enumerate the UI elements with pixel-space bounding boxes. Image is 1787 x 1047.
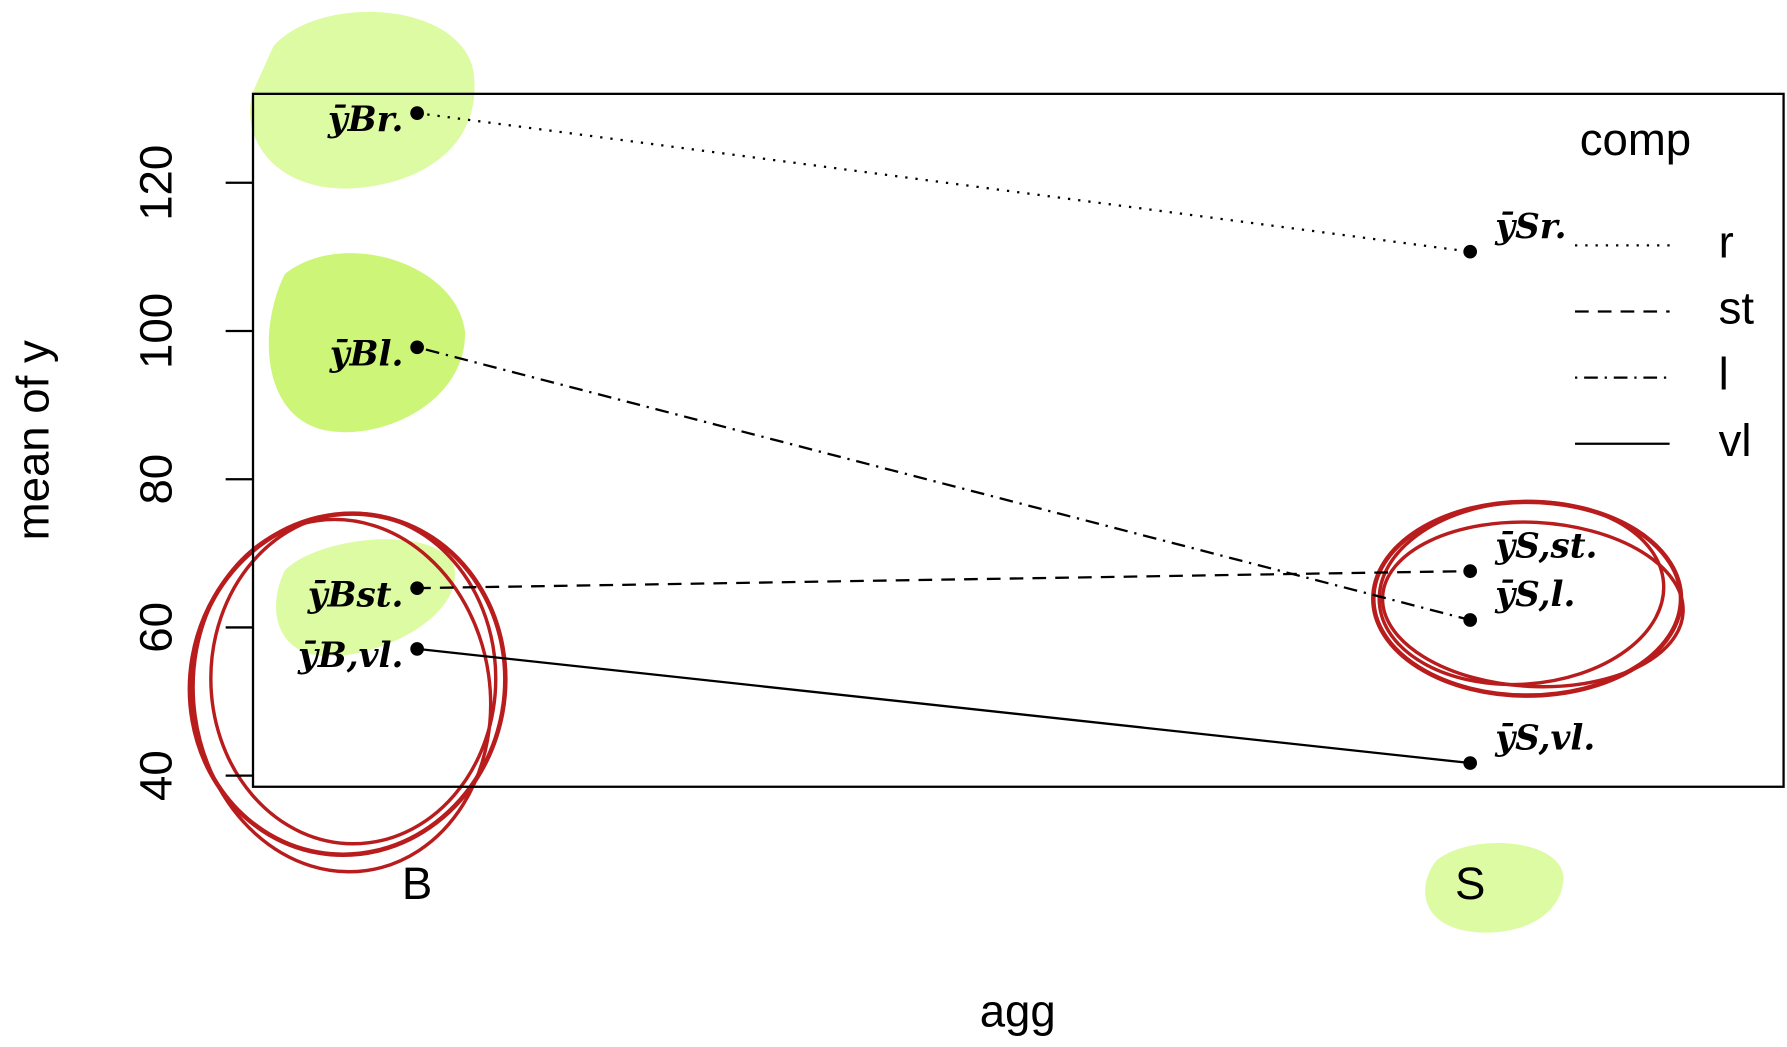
data-point: [410, 106, 424, 120]
y-tick-label: 60: [131, 602, 182, 653]
data-point: [1463, 756, 1478, 770]
series-line: [416, 111, 1471, 253]
series-line: [416, 647, 1471, 765]
point-annotation: ȳBst.: [307, 575, 404, 615]
data-point: [1463, 244, 1478, 259]
data-point: [410, 340, 424, 355]
x-tick-label: S: [1455, 858, 1485, 909]
point-annotation: ȳS,st.: [1494, 526, 1597, 566]
highlights: [187, 11, 1685, 933]
y-tick-label: 40: [131, 750, 182, 801]
y-tick-label: 100: [131, 293, 182, 369]
x-tick-label: B: [402, 858, 432, 909]
point-annotation: ȳS,l.: [1494, 575, 1575, 615]
data-point: [1463, 564, 1478, 578]
legend-title: comp: [1580, 114, 1691, 165]
series-line: [417, 569, 1471, 590]
y-tick-label: 120: [131, 145, 182, 221]
data-point: [410, 642, 424, 656]
legend-label: vl: [1719, 415, 1752, 466]
series-line: [416, 346, 1471, 622]
x-axis-label: agg: [980, 986, 1056, 1037]
legend-label: l: [1719, 349, 1729, 400]
point-annotation: ȳBl.: [329, 334, 404, 374]
y-axis-label: mean of y: [8, 340, 59, 540]
point-annotation: ȳS,vl.: [1494, 718, 1595, 758]
legend-label: st: [1719, 283, 1755, 334]
data-point: [1463, 613, 1478, 627]
plot-frame: [251, 92, 1785, 788]
point-annotation: ȳSr.: [1494, 207, 1566, 247]
point-annotation: ȳB,vl.: [297, 636, 403, 676]
point-annotation: ȳBr.: [327, 100, 404, 140]
data-point: [410, 581, 424, 595]
legend-label: r: [1719, 216, 1734, 267]
y-tick-label: 80: [131, 454, 182, 505]
